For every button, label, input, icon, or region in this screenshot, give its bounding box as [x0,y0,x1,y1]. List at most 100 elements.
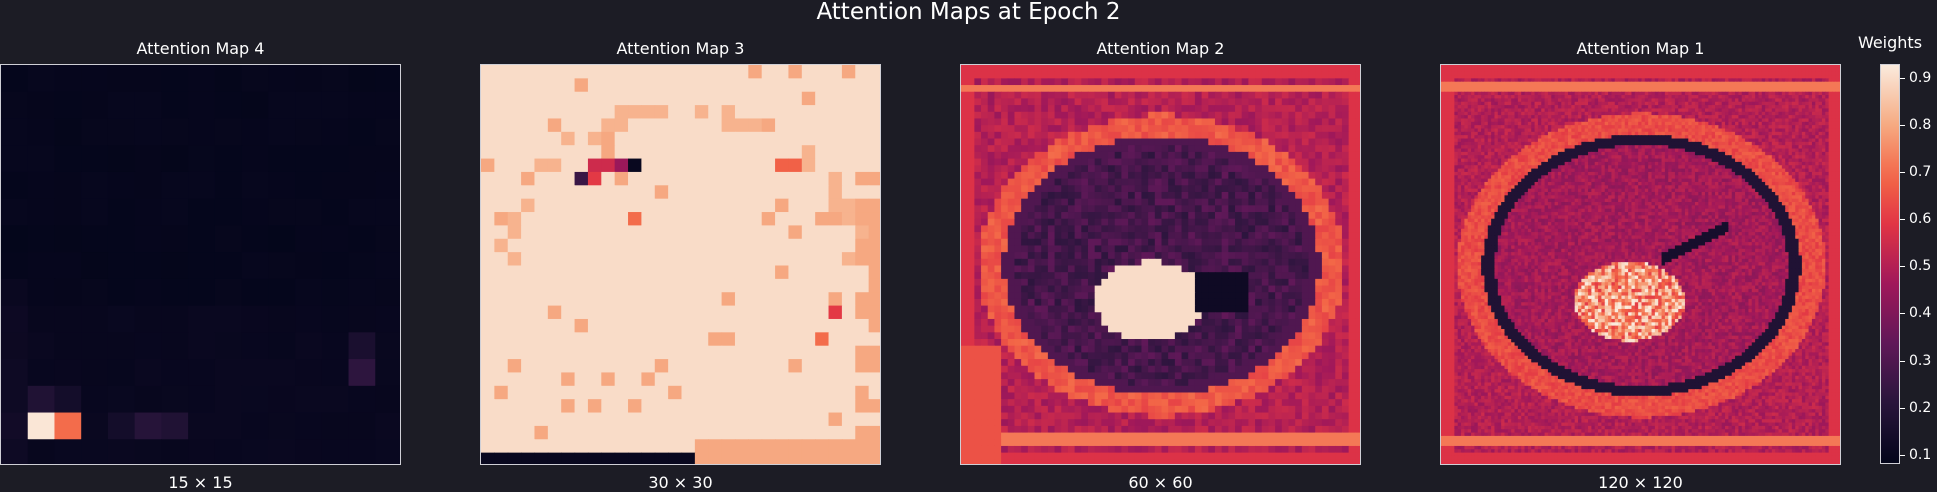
heatmap-cell [668,359,683,374]
heatmap-cell [1141,312,1149,320]
heatmap-cell [561,332,576,347]
heatmap-cell [841,212,856,226]
heatmap-cell [1481,65,1486,69]
heatmap-cell [1014,405,1022,414]
heatmap-cell [1087,111,1096,120]
heatmap-cell [961,178,969,186]
heatmap-cell [734,105,749,120]
heatmap-cell [1021,138,1029,146]
heatmap-cell [1275,339,1283,347]
heatmap-cell [1061,272,1069,280]
heatmap-cell [1604,68,1609,73]
heatmap-cell [1288,65,1296,73]
heatmap-cell [1321,432,1330,440]
heatmap-cell [547,425,562,440]
heatmap-cell [748,105,763,120]
heatmap-cell [1301,272,1310,280]
heatmap-cell [348,332,376,360]
heatmap-cell [1241,218,1249,226]
heatmap-cell [1148,145,1156,153]
heatmap-cell [1281,85,1290,93]
heatmap-cell [1027,91,1036,100]
heatmap-cell [855,171,870,186]
heatmap-cell [601,278,616,293]
heatmap-cell [348,118,376,146]
heatmap-cell [1067,185,1076,193]
heatmap-cell [1464,71,1469,76]
heatmap-cell [1134,339,1143,347]
heatmap-cell [1221,105,1229,113]
heatmap-cell [1094,158,1102,166]
heatmap-cell [1341,71,1350,79]
heatmap-cell [1335,205,1343,213]
heatmap-cell [1295,205,1303,213]
heatmap-cell [1094,131,1102,140]
heatmap-cell [1235,399,1243,407]
heatmap-cell [1275,91,1283,100]
heatmap-cell [494,238,509,253]
heatmap-cell [1328,85,1336,93]
heatmap-cell [1241,305,1249,313]
heatmap-cell [241,252,269,280]
heatmap-cell [1094,278,1102,287]
heatmap-cell [1328,265,1336,273]
heatmap-cell [561,118,576,133]
heatmap-cell [961,272,969,280]
heatmap-cell [1328,352,1336,360]
heatmap-cell [1094,399,1102,407]
heatmap-cell [654,278,669,293]
heatmap-cell [1214,272,1223,280]
heatmap-cell [601,385,616,400]
heatmap-cell [1208,118,1216,126]
heatmap-cell [1114,98,1122,106]
heatmap-cell [1838,68,1840,73]
heatmap-cell [521,131,536,146]
heatmap-cell [601,105,616,120]
heatmap-cell [1248,399,1256,407]
heatmap-cell [1034,352,1042,360]
heatmap-cell [1208,78,1216,86]
heatmap-cell [1248,111,1256,120]
heatmap-cell [1181,131,1189,140]
heatmap-cell [1235,345,1243,353]
heatmap-cell [1295,65,1303,73]
heatmap-cell [1255,445,1263,454]
heatmap-cell [1301,419,1310,427]
heatmap-cell [967,65,975,73]
heatmap-cell [1348,412,1356,420]
heatmap-cell [1301,399,1310,407]
heatmap-cell [188,171,216,200]
heatmap-cell [1328,158,1336,166]
heatmap-cell [1108,125,1116,133]
heatmap-cell [1255,258,1263,267]
heatmap-cell [1074,245,1082,253]
heatmap-cell [1698,65,1703,69]
heatmap-cell [1041,412,1049,420]
heatmap-cell [788,118,803,133]
heatmap-cell [1248,272,1256,280]
heatmap-cell [268,225,296,253]
heatmap-cell [1081,138,1089,146]
heatmap-cell [1134,151,1143,160]
heatmap-cell [1134,238,1143,247]
heatmap-cell [721,118,736,133]
heatmap-cell [668,385,683,400]
heatmap-cell [1315,138,1323,146]
heatmap-cell [1268,151,1276,160]
heatmap-cell [1328,165,1336,173]
heatmap-cell [481,318,495,333]
heatmap-cell [1201,165,1209,173]
heatmap-cell [801,278,816,293]
heatmap-cell [1007,332,1016,340]
heatmap-cell [1168,379,1176,387]
heatmap-cell [1168,339,1176,347]
heatmap-cell [1,359,29,387]
heatmap-cell [1275,352,1283,360]
heatmap-cell [1001,191,1009,200]
heatmap-cell [1168,245,1176,253]
heatmap-cell [974,238,982,247]
heatmap-cell [1711,65,1716,69]
heatmap-cell [1275,71,1283,79]
heatmap-cell [1067,218,1076,226]
heatmap-cell [1067,165,1076,173]
